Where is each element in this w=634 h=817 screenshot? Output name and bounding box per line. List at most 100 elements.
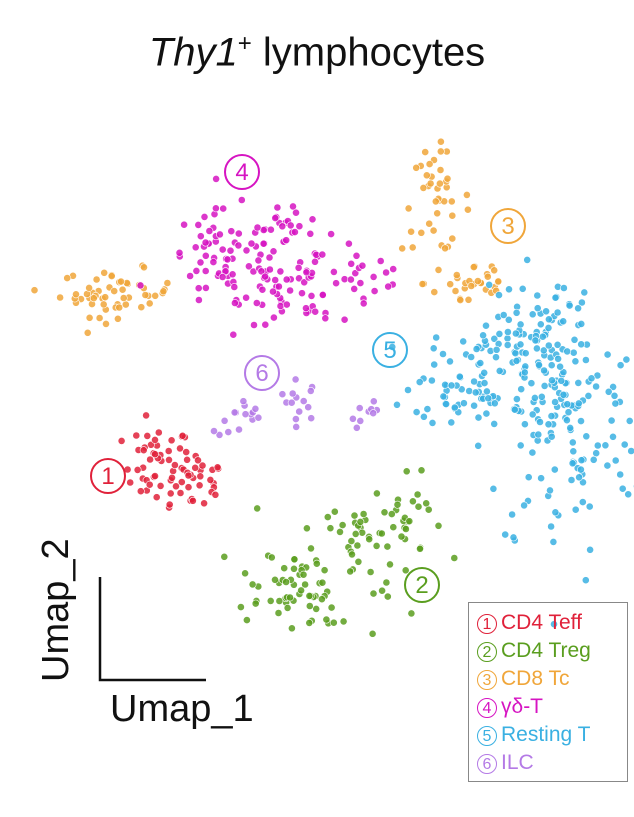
cluster-5-point: [512, 329, 520, 338]
cluster-5-point: [620, 440, 629, 449]
cluster-3-point: [446, 280, 455, 289]
cluster-5-point: [503, 334, 512, 343]
cluster-6-point: [224, 428, 233, 436]
cluster-3-point: [429, 226, 438, 235]
cluster-4-point: [290, 228, 299, 236]
cluster-3-point: [425, 219, 434, 228]
cluster-4-point: [346, 275, 355, 284]
cluster-2-point: [405, 517, 414, 526]
cluster-5-point: [553, 340, 562, 349]
cluster-5-point: [432, 333, 441, 342]
cluster-3-point: [448, 211, 457, 220]
cluster-2-point: [413, 490, 422, 499]
cluster-1-point: [139, 446, 148, 455]
cluster-5-point: [441, 380, 449, 389]
cluster-3-point: [494, 277, 503, 286]
cluster-3-point: [469, 263, 478, 271]
cluster-5-point: [489, 484, 498, 493]
cluster-5-point: [570, 335, 579, 344]
cluster-4-point: [358, 261, 367, 270]
cluster-6-marker: 6: [244, 355, 280, 391]
cluster-4-point: [219, 204, 228, 213]
cluster-3-point: [95, 314, 104, 322]
cluster-6-point: [306, 386, 315, 395]
cluster-4-point: [201, 238, 210, 247]
cluster-3-point: [85, 313, 94, 322]
cluster-4-point: [351, 269, 360, 278]
cluster-4-point: [191, 243, 200, 252]
cluster-5-point: [601, 441, 610, 450]
cluster-2-point: [397, 532, 406, 541]
cluster-5-point: [553, 308, 562, 317]
cluster-5-point: [482, 387, 491, 396]
cluster-1-marker: 1: [90, 458, 126, 494]
cluster-4-point: [306, 229, 315, 238]
legend-item-5: 5 Resting T: [477, 721, 619, 749]
cluster-1-point: [184, 483, 193, 492]
cluster-1-point: [151, 450, 159, 459]
cluster-5-point: [578, 298, 586, 307]
cluster-5-point: [567, 476, 576, 484]
cluster-2-point: [372, 542, 381, 550]
cluster-5-point: [565, 301, 574, 310]
cluster-4-point: [196, 232, 205, 241]
cluster-2-point: [356, 518, 365, 526]
cluster-3-point: [430, 288, 439, 296]
cluster-5-point: [618, 484, 627, 493]
cluster-5-point: [547, 522, 555, 531]
cluster-2-point: [327, 603, 336, 612]
cluster-3-point: [435, 179, 444, 188]
cluster-4-point: [298, 289, 306, 298]
cluster-4-point: [389, 265, 398, 273]
cluster-4-point: [266, 225, 275, 234]
legend-marker: 1: [477, 614, 497, 634]
cluster-4-point: [257, 267, 266, 276]
cluster-3-point: [462, 190, 471, 199]
cluster-4-point: [273, 203, 282, 212]
cluster-4-point: [278, 222, 287, 231]
cluster-3-point: [490, 266, 499, 275]
cluster-4-point: [302, 268, 311, 277]
cluster-2-point: [359, 510, 368, 518]
cluster-4-point: [271, 276, 280, 284]
cluster-5-point: [616, 361, 625, 370]
cluster-6-point: [254, 413, 263, 422]
cluster-4-point: [376, 257, 385, 265]
cluster-3-point: [101, 293, 110, 302]
cluster-4-point: [307, 291, 316, 300]
cluster-3-point: [418, 280, 427, 288]
cluster-4-point: [250, 321, 258, 329]
cluster-2-point: [312, 559, 321, 568]
cluster-5-point: [528, 410, 537, 419]
cluster-5-point: [521, 349, 530, 358]
cluster-5-point: [428, 418, 437, 427]
cluster-5-point: [540, 381, 549, 390]
cluster-4-point: [261, 320, 270, 329]
cluster-5-point: [560, 284, 568, 292]
cluster-5-point: [574, 304, 582, 313]
cluster-1-point: [176, 444, 184, 453]
cluster-2-point: [322, 615, 331, 624]
cluster-3-point: [114, 314, 122, 323]
cluster-2-point: [290, 564, 298, 573]
legend-marker: 2: [477, 642, 497, 662]
cluster-3-point: [431, 197, 440, 206]
cluster-5-point: [495, 366, 504, 375]
cluster-6-point: [239, 397, 248, 406]
cluster-5-point: [551, 398, 559, 406]
cluster-4-point: [327, 230, 335, 238]
cluster-5-point: [550, 465, 559, 474]
cluster-5-point: [569, 447, 578, 456]
cluster-3-point: [408, 243, 417, 252]
legend-marker: 5: [477, 726, 497, 746]
cluster-3-point: [417, 228, 426, 237]
cluster-5-point: [517, 385, 526, 394]
cluster-1-point: [151, 435, 159, 444]
cluster-5-point: [439, 350, 447, 358]
cluster-5-point: [503, 341, 512, 349]
cluster-6-point: [352, 423, 361, 432]
cluster-5-point: [611, 399, 620, 408]
cluster-5-point: [566, 423, 575, 432]
cluster-5-point: [544, 323, 553, 332]
cluster-5-point: [528, 448, 537, 457]
